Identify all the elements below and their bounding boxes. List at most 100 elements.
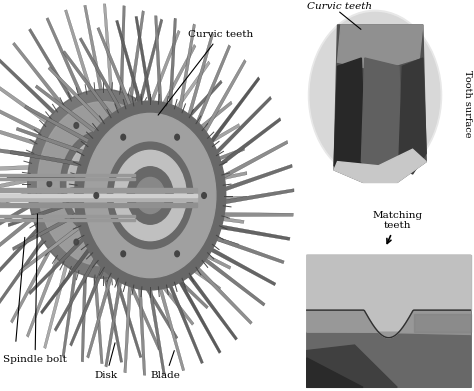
Polygon shape — [135, 16, 152, 102]
Polygon shape — [87, 274, 113, 358]
Polygon shape — [35, 85, 96, 133]
Circle shape — [94, 193, 99, 198]
Polygon shape — [46, 18, 82, 95]
Polygon shape — [220, 118, 281, 166]
Polygon shape — [120, 5, 125, 93]
Polygon shape — [29, 237, 84, 295]
Circle shape — [155, 181, 159, 187]
Polygon shape — [151, 253, 209, 309]
Circle shape — [47, 181, 52, 187]
Ellipse shape — [309, 10, 442, 180]
Polygon shape — [0, 120, 36, 145]
FancyBboxPatch shape — [0, 188, 197, 192]
Polygon shape — [307, 332, 471, 387]
Polygon shape — [116, 20, 142, 103]
Polygon shape — [204, 258, 265, 306]
FancyBboxPatch shape — [0, 215, 135, 217]
Circle shape — [114, 150, 186, 240]
Polygon shape — [0, 77, 48, 124]
Polygon shape — [307, 358, 363, 387]
Polygon shape — [0, 216, 34, 267]
Polygon shape — [170, 222, 239, 247]
FancyBboxPatch shape — [0, 194, 197, 197]
Polygon shape — [307, 255, 471, 338]
Polygon shape — [177, 196, 247, 202]
Polygon shape — [26, 257, 59, 337]
Text: Disk: Disk — [95, 343, 118, 380]
Polygon shape — [79, 38, 122, 110]
Polygon shape — [0, 228, 38, 287]
Polygon shape — [179, 24, 196, 110]
Polygon shape — [124, 285, 131, 373]
Circle shape — [27, 89, 179, 278]
Circle shape — [128, 123, 132, 128]
Circle shape — [74, 239, 79, 245]
Polygon shape — [204, 59, 246, 133]
FancyBboxPatch shape — [0, 203, 197, 207]
Polygon shape — [64, 10, 92, 92]
Polygon shape — [148, 289, 165, 375]
Circle shape — [61, 130, 146, 237]
Circle shape — [175, 135, 179, 140]
Circle shape — [74, 101, 226, 290]
Polygon shape — [54, 258, 97, 332]
Polygon shape — [48, 66, 104, 124]
FancyBboxPatch shape — [0, 178, 135, 180]
Polygon shape — [399, 58, 426, 174]
Polygon shape — [103, 4, 113, 91]
Circle shape — [128, 239, 132, 245]
Circle shape — [37, 102, 169, 266]
Polygon shape — [196, 267, 252, 325]
Polygon shape — [0, 98, 42, 134]
Polygon shape — [337, 25, 423, 70]
Circle shape — [127, 167, 173, 224]
Polygon shape — [307, 345, 397, 387]
Circle shape — [202, 193, 206, 198]
Polygon shape — [0, 204, 31, 244]
Polygon shape — [84, 5, 102, 90]
Circle shape — [121, 135, 126, 140]
Polygon shape — [174, 210, 244, 224]
Polygon shape — [114, 276, 142, 358]
Polygon shape — [16, 127, 84, 154]
Polygon shape — [223, 140, 288, 178]
Polygon shape — [28, 29, 73, 100]
Polygon shape — [225, 164, 292, 191]
Polygon shape — [334, 25, 426, 182]
Polygon shape — [10, 151, 80, 166]
Polygon shape — [0, 239, 45, 307]
Polygon shape — [10, 248, 51, 323]
Polygon shape — [70, 267, 104, 346]
Circle shape — [67, 138, 139, 229]
Polygon shape — [147, 30, 180, 110]
Polygon shape — [19, 225, 80, 273]
Text: Tooth surface: Tooth surface — [463, 70, 472, 137]
Circle shape — [89, 166, 118, 202]
Ellipse shape — [310, 13, 440, 178]
Polygon shape — [138, 288, 146, 375]
Polygon shape — [334, 58, 365, 174]
Polygon shape — [162, 61, 210, 129]
FancyBboxPatch shape — [0, 194, 197, 201]
Polygon shape — [225, 189, 294, 204]
Polygon shape — [176, 124, 240, 164]
Polygon shape — [223, 213, 293, 217]
Polygon shape — [139, 19, 163, 103]
Circle shape — [80, 155, 126, 212]
Polygon shape — [307, 310, 471, 338]
Polygon shape — [0, 178, 28, 196]
Polygon shape — [105, 281, 122, 367]
Circle shape — [108, 142, 193, 249]
Polygon shape — [81, 274, 87, 362]
Text: Curvic teeth: Curvic teeth — [158, 30, 253, 115]
Polygon shape — [25, 105, 90, 143]
Polygon shape — [104, 277, 123, 362]
Polygon shape — [179, 281, 221, 353]
Polygon shape — [97, 27, 131, 106]
Circle shape — [136, 178, 164, 213]
Polygon shape — [178, 172, 247, 189]
Polygon shape — [143, 261, 194, 325]
Polygon shape — [12, 42, 64, 106]
Polygon shape — [0, 59, 55, 114]
Polygon shape — [210, 77, 260, 143]
